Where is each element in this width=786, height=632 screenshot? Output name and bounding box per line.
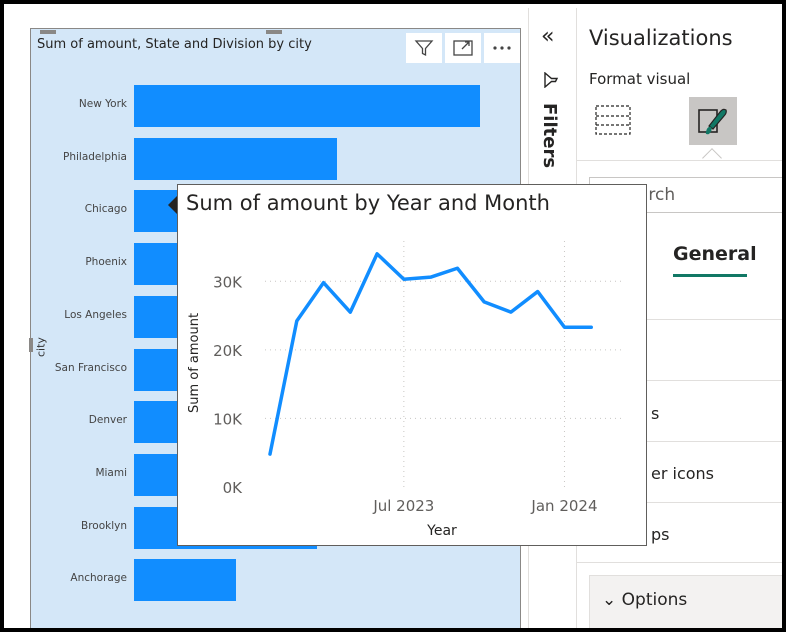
format-visual-label: Format visual bbox=[589, 70, 691, 88]
double-chevron-left-icon[interactable]: « bbox=[541, 24, 555, 49]
x-tick-label: 0.0M bbox=[124, 627, 149, 628]
report-page-tooltip: Sum of amount by Year and Month 0K 10K 20K… bbox=[177, 184, 647, 546]
bar-category-label: Chicago bbox=[84, 203, 127, 216]
bar-row: Anchorage bbox=[31, 559, 521, 602]
visualizations-header: Visualizations Format visual bbox=[577, 8, 782, 168]
bar-category-label: New York bbox=[78, 98, 127, 110]
filter-icon[interactable] bbox=[406, 33, 442, 63]
y-tick-label: 0K bbox=[223, 479, 244, 497]
divider bbox=[577, 380, 782, 381]
bar[interactable] bbox=[134, 85, 480, 127]
tooltip-title: Sum of amount by Year and Month bbox=[186, 191, 550, 215]
series-line bbox=[268, 252, 593, 456]
x-tick-label: 0.4M bbox=[327, 627, 352, 628]
tab-general[interactable]: General bbox=[673, 243, 757, 265]
options-label: Options bbox=[621, 590, 688, 610]
x-tick-label: 0.2M bbox=[226, 627, 251, 628]
x-axis-title: Year bbox=[426, 523, 457, 539]
line-chart: 0K 10K 20K 30K Jul 2023 Jan 2024 Year Sum of am… bbox=[187, 241, 624, 539]
bar[interactable] bbox=[134, 137, 338, 180]
focus-mode-icon[interactable] bbox=[445, 33, 481, 63]
divider bbox=[577, 319, 782, 320]
format-section-title[interactable]: s bbox=[651, 404, 660, 423]
bar[interactable] bbox=[134, 559, 236, 602]
resize-handle[interactable] bbox=[40, 30, 56, 34]
visualizations-pane: Visualizations Format visual ar bbox=[576, 8, 782, 628]
bar-category-label: Philadelphia bbox=[63, 150, 127, 163]
y-tick-label: 10K bbox=[213, 410, 243, 428]
options-section[interactable]: ⌄ Options bbox=[589, 575, 782, 628]
y-tick-label: 30K bbox=[213, 273, 243, 291]
divider bbox=[577, 441, 782, 442]
filter-icon bbox=[543, 71, 563, 89]
tooltip-pointer bbox=[168, 196, 177, 214]
chevron-down-icon: ⌄ bbox=[602, 590, 617, 610]
x-tick-label: 0.6M bbox=[429, 627, 454, 628]
more-options-icon[interactable] bbox=[484, 33, 520, 63]
visual-title: Sum of amount, State and Division by cit… bbox=[37, 37, 312, 52]
filters-pane-label[interactable]: Filters bbox=[539, 103, 560, 169]
divider bbox=[577, 502, 782, 503]
visual-header-icons bbox=[406, 33, 520, 63]
y-tick-label: 20K bbox=[213, 342, 243, 360]
bar-row: Philadelphia bbox=[31, 137, 521, 180]
divider bbox=[577, 562, 782, 563]
search-placeholder: arch bbox=[638, 185, 676, 205]
format-section-tooltips[interactable]: ps bbox=[651, 525, 670, 544]
bar-category-label: Miami bbox=[95, 466, 127, 479]
y-axis-title: Sum of amount bbox=[187, 313, 202, 413]
options-header[interactable]: ⌄ Options bbox=[602, 590, 687, 610]
x-tick-label: Jan 2024 bbox=[530, 497, 597, 515]
pane-title: Visualizations bbox=[589, 26, 733, 50]
bar-category-label: Phoenix bbox=[85, 256, 127, 269]
tab-underline bbox=[673, 274, 747, 277]
bar-category-label: San Francisco bbox=[54, 361, 127, 374]
x-tick-label: Jul 2023 bbox=[372, 497, 434, 515]
bar-category-label: Los Angeles bbox=[64, 308, 127, 321]
bar-row: New York bbox=[31, 85, 521, 127]
bar-category-label: Brooklyn bbox=[80, 519, 127, 532]
resize-handle[interactable] bbox=[29, 338, 33, 352]
bar-category-label: Denver bbox=[88, 414, 127, 427]
build-visual-icon[interactable] bbox=[595, 102, 631, 138]
bar-category-label: Anchorage bbox=[70, 572, 127, 585]
resize-handle[interactable] bbox=[266, 30, 282, 34]
format-visual-paintbrush-icon[interactable] bbox=[689, 97, 737, 145]
format-section-header-icons[interactable]: er icons bbox=[651, 464, 715, 483]
